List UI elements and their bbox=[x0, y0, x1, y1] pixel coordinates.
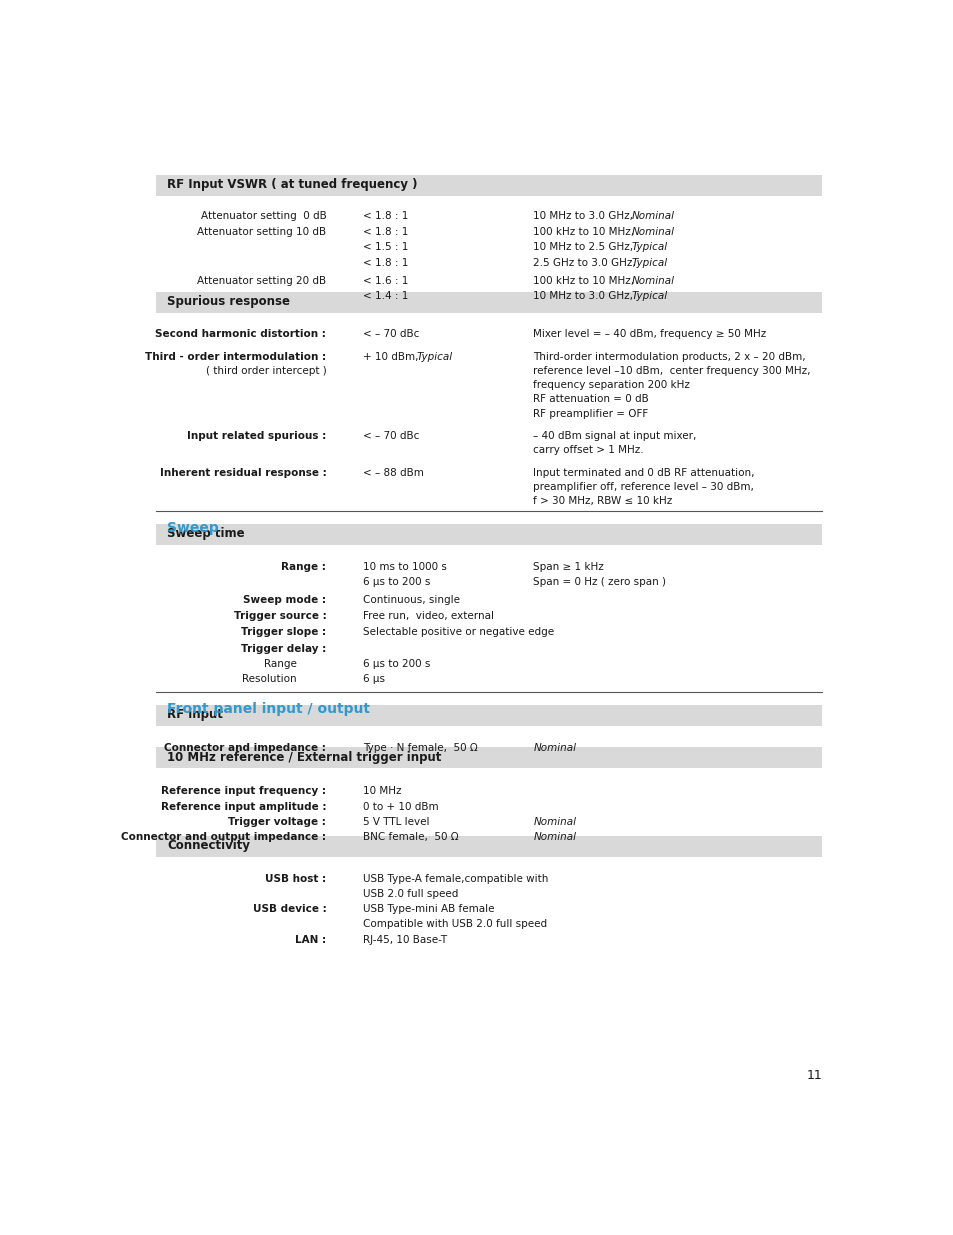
Text: 100 kHz to 10 MHz,: 100 kHz to 10 MHz, bbox=[533, 227, 637, 237]
Text: USB device :: USB device : bbox=[253, 904, 326, 914]
Text: Continuous, single: Continuous, single bbox=[363, 595, 459, 605]
Text: RF input: RF input bbox=[167, 708, 223, 721]
Text: 10 MHz to 3.0 GHz,: 10 MHz to 3.0 GHz, bbox=[533, 291, 636, 301]
Text: 100 kHz to 10 MHz,: 100 kHz to 10 MHz, bbox=[533, 275, 637, 285]
FancyBboxPatch shape bbox=[156, 291, 821, 312]
Text: 6 μs to 200 s: 6 μs to 200 s bbox=[363, 577, 430, 587]
Text: Trigger delay :: Trigger delay : bbox=[241, 643, 326, 653]
Text: Sweep time: Sweep time bbox=[167, 527, 245, 540]
Text: Typical: Typical bbox=[631, 291, 667, 301]
Text: Typical: Typical bbox=[631, 242, 667, 252]
Text: Selectable positive or negative edge: Selectable positive or negative edge bbox=[363, 627, 554, 637]
Text: 10 ms to 1000 s: 10 ms to 1000 s bbox=[363, 562, 447, 572]
Text: frequency separation 200 kHz: frequency separation 200 kHz bbox=[533, 380, 689, 390]
Text: Range: Range bbox=[264, 658, 296, 669]
Text: Span = 0 Hz ( zero span ): Span = 0 Hz ( zero span ) bbox=[533, 577, 665, 587]
Text: RJ-45, 10 Base-T: RJ-45, 10 Base-T bbox=[363, 935, 447, 945]
Text: LAN :: LAN : bbox=[294, 935, 326, 945]
Text: Free run,  video, external: Free run, video, external bbox=[363, 611, 494, 621]
FancyBboxPatch shape bbox=[156, 747, 821, 768]
Text: Type · N female,  50 Ω: Type · N female, 50 Ω bbox=[363, 742, 477, 752]
Text: Nominal: Nominal bbox=[631, 211, 674, 221]
Text: Nominal: Nominal bbox=[533, 832, 576, 842]
Text: + 10 dBm,: + 10 dBm, bbox=[363, 352, 421, 362]
Text: Sweep: Sweep bbox=[167, 521, 219, 535]
Text: Third - order intermodulation :: Third - order intermodulation : bbox=[145, 352, 326, 362]
Text: ( third order intercept ): ( third order intercept ) bbox=[205, 366, 326, 375]
Text: Reference input amplitude :: Reference input amplitude : bbox=[161, 802, 326, 811]
Text: 0 to + 10 dBm: 0 to + 10 dBm bbox=[363, 802, 438, 811]
Text: f > 30 MHz, RBW ≤ 10 kHz: f > 30 MHz, RBW ≤ 10 kHz bbox=[533, 496, 672, 506]
Text: 11: 11 bbox=[806, 1070, 821, 1082]
FancyBboxPatch shape bbox=[156, 836, 821, 857]
FancyBboxPatch shape bbox=[156, 705, 821, 726]
Text: Attenuator setting 10 dB: Attenuator setting 10 dB bbox=[197, 227, 326, 237]
Text: Input related spurious :: Input related spurious : bbox=[187, 431, 326, 441]
Text: < 1.8 : 1: < 1.8 : 1 bbox=[363, 211, 408, 221]
Text: Second harmonic distortion :: Second harmonic distortion : bbox=[155, 329, 326, 338]
Text: carry offset > 1 MHz.: carry offset > 1 MHz. bbox=[533, 445, 643, 454]
Text: Sweep mode :: Sweep mode : bbox=[243, 595, 326, 605]
Text: < 1.8 : 1: < 1.8 : 1 bbox=[363, 227, 408, 237]
Text: < 1.8 : 1: < 1.8 : 1 bbox=[363, 258, 408, 268]
Text: Nominal: Nominal bbox=[533, 742, 576, 752]
Text: Nominal: Nominal bbox=[533, 816, 576, 826]
Text: Attenuator setting  0 dB: Attenuator setting 0 dB bbox=[200, 211, 326, 221]
Text: RF attenuation = 0 dB: RF attenuation = 0 dB bbox=[533, 394, 648, 405]
Text: reference level –10 dBm,  center frequency 300 MHz,: reference level –10 dBm, center frequenc… bbox=[533, 366, 810, 375]
Text: USB host :: USB host : bbox=[265, 874, 326, 884]
Text: RF preamplifier = OFF: RF preamplifier = OFF bbox=[533, 409, 648, 419]
Text: Connector and output impedance :: Connector and output impedance : bbox=[121, 832, 326, 842]
Text: < – 70 dBc: < – 70 dBc bbox=[363, 431, 419, 441]
Text: Trigger voltage :: Trigger voltage : bbox=[228, 816, 326, 826]
Text: Third-order intermodulation products, 2 x – 20 dBm,: Third-order intermodulation products, 2 … bbox=[533, 352, 805, 362]
Text: Attenuator setting 20 dB: Attenuator setting 20 dB bbox=[197, 275, 326, 285]
Text: < 1.5 : 1: < 1.5 : 1 bbox=[363, 242, 408, 252]
Text: Nominal: Nominal bbox=[631, 275, 674, 285]
Text: Typical: Typical bbox=[416, 352, 452, 362]
Text: Compatible with USB 2.0 full speed: Compatible with USB 2.0 full speed bbox=[363, 919, 547, 930]
Text: Connector and impedance :: Connector and impedance : bbox=[164, 742, 326, 752]
Text: Spurious response: Spurious response bbox=[167, 295, 290, 308]
Text: < – 88 dBm: < – 88 dBm bbox=[363, 468, 424, 478]
Text: < – 70 dBc: < – 70 dBc bbox=[363, 329, 419, 338]
Text: 2.5 GHz to 3.0 GHz,: 2.5 GHz to 3.0 GHz, bbox=[533, 258, 639, 268]
Text: < 1.6 : 1: < 1.6 : 1 bbox=[363, 275, 408, 285]
Text: 10 MHz: 10 MHz bbox=[363, 787, 401, 797]
Text: Trigger source :: Trigger source : bbox=[233, 611, 326, 621]
Text: Inherent residual response :: Inherent residual response : bbox=[159, 468, 326, 478]
Text: Mixer level = – 40 dBm, frequency ≥ 50 MHz: Mixer level = – 40 dBm, frequency ≥ 50 M… bbox=[533, 329, 765, 338]
Text: Resolution: Resolution bbox=[242, 674, 296, 684]
Text: 10 MHz to 3.0 GHz,: 10 MHz to 3.0 GHz, bbox=[533, 211, 636, 221]
Text: < 1.4 : 1: < 1.4 : 1 bbox=[363, 291, 408, 301]
Text: Typical: Typical bbox=[631, 258, 667, 268]
FancyBboxPatch shape bbox=[156, 175, 821, 196]
FancyBboxPatch shape bbox=[156, 524, 821, 545]
Text: BNC female,  50 Ω: BNC female, 50 Ω bbox=[363, 832, 458, 842]
Text: Range :: Range : bbox=[281, 562, 326, 572]
Text: Nominal: Nominal bbox=[631, 227, 674, 237]
Text: 6 μs to 200 s: 6 μs to 200 s bbox=[363, 658, 430, 669]
Text: Input terminated and 0 dB RF attenuation,: Input terminated and 0 dB RF attenuation… bbox=[533, 468, 754, 478]
Text: 5 V TTL level: 5 V TTL level bbox=[363, 816, 429, 826]
Text: 10 MHz reference / External trigger input: 10 MHz reference / External trigger inpu… bbox=[167, 751, 441, 763]
Text: Connectivity: Connectivity bbox=[167, 839, 250, 852]
Text: USB Type-A female,compatible with: USB Type-A female,compatible with bbox=[363, 874, 548, 884]
Text: – 40 dBm signal at input mixer,: – 40 dBm signal at input mixer, bbox=[533, 431, 696, 441]
Text: 10 MHz to 2.5 GHz,: 10 MHz to 2.5 GHz, bbox=[533, 242, 636, 252]
Text: USB Type-mini AB female: USB Type-mini AB female bbox=[363, 904, 495, 914]
Text: RF Input VSWR ( at tuned frequency ): RF Input VSWR ( at tuned frequency ) bbox=[167, 178, 417, 191]
Text: Span ≥ 1 kHz: Span ≥ 1 kHz bbox=[533, 562, 603, 572]
Text: Trigger slope :: Trigger slope : bbox=[241, 627, 326, 637]
Text: USB 2.0 full speed: USB 2.0 full speed bbox=[363, 889, 458, 899]
Text: Reference input frequency :: Reference input frequency : bbox=[161, 787, 326, 797]
Text: Front panel input / output: Front panel input / output bbox=[167, 701, 370, 715]
Text: 6 μs: 6 μs bbox=[363, 674, 385, 684]
Text: preamplifier off, reference level – 30 dBm,: preamplifier off, reference level – 30 d… bbox=[533, 482, 754, 492]
